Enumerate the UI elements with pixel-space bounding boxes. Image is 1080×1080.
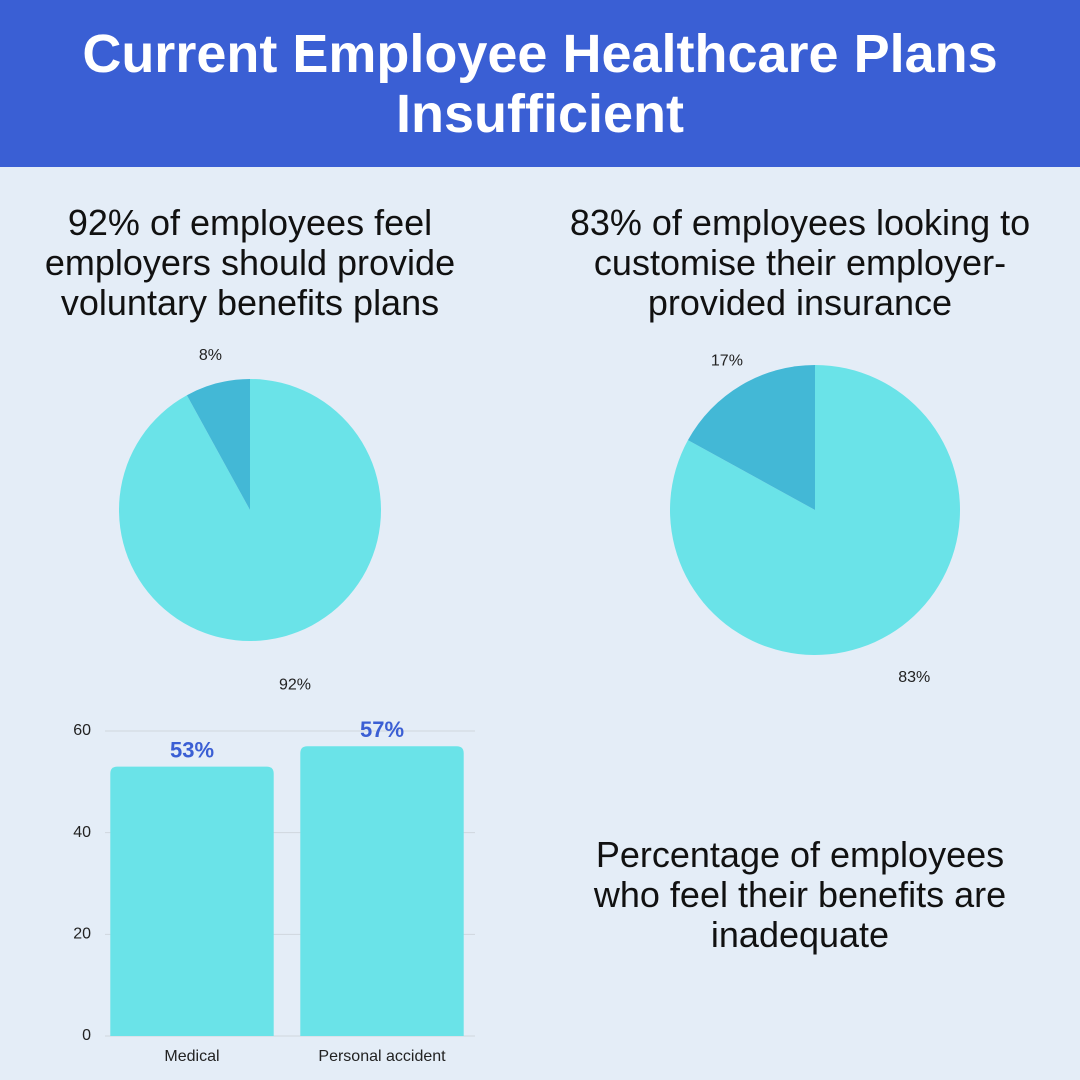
y-tick-label: 20	[73, 926, 91, 943]
chart-title: Percentage of employees who feel their b…	[593, 834, 1007, 955]
header: Current Employee Healthcare Plans Insuff…	[0, 0, 1080, 167]
y-tick-label: 40	[73, 824, 91, 841]
x-tick-label: Medical	[164, 1048, 219, 1065]
data-label: 8%	[199, 347, 222, 364]
chart-title: 83% of employees looking to customise th…	[569, 202, 1031, 323]
chart-title: 92% of employees feel employers should p…	[44, 202, 456, 323]
data-label: 92%	[279, 677, 311, 694]
data-label: 17%	[711, 352, 743, 369]
y-tick-label: 60	[73, 722, 91, 739]
pie-slice	[186, 379, 250, 510]
y-tick-label: 0	[82, 1027, 91, 1044]
bar	[300, 746, 464, 1036]
bar	[110, 766, 274, 1036]
data-label: 83%	[898, 669, 930, 686]
pie-slice	[118, 379, 381, 641]
page-title: Current Employee Healthcare Plans Insuff…	[82, 23, 998, 144]
pie-slice	[687, 365, 815, 510]
x-tick-label: Personal accident	[318, 1048, 446, 1065]
data-label: 53%	[170, 737, 214, 762]
data-label: 57%	[360, 717, 404, 742]
